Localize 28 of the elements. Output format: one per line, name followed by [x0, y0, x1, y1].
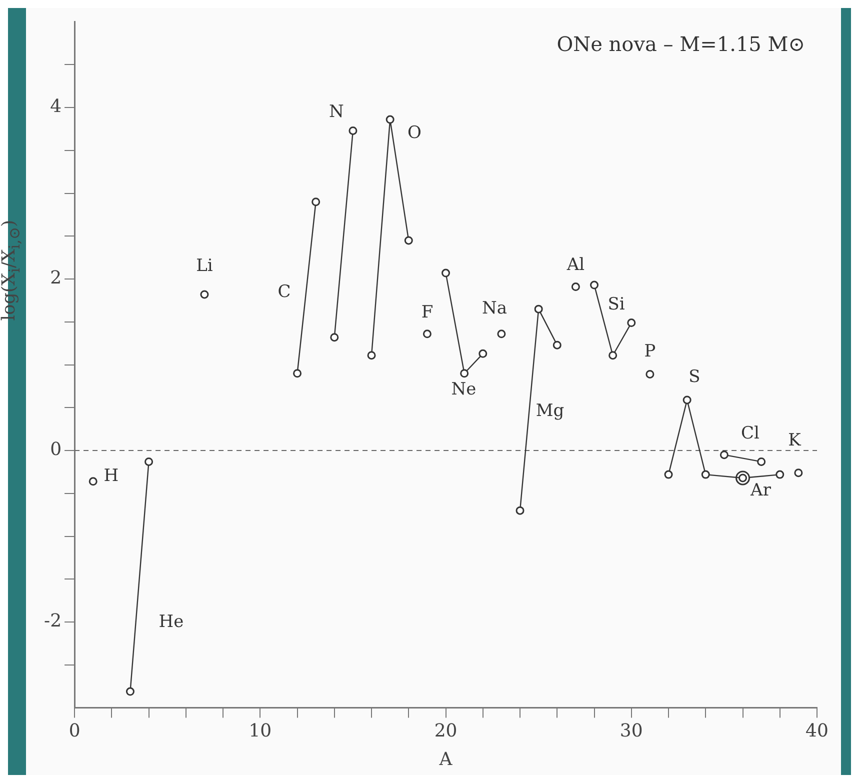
y-tick-label: -2 — [44, 610, 62, 632]
series-label: P — [644, 342, 656, 362]
series-label: C — [278, 282, 291, 302]
x-axis-title: A — [438, 748, 454, 770]
series-label: Li — [196, 256, 214, 276]
series-label: S — [688, 366, 700, 387]
series-label: O — [408, 122, 422, 143]
series-label: Si — [608, 294, 626, 314]
series-label: K — [788, 430, 802, 450]
annotation: ONe nova – M=1.15 M⊙ — [556, 32, 805, 56]
series-label: Mg — [536, 400, 564, 421]
series-label: Cl — [740, 423, 760, 444]
series-label: Al — [566, 255, 585, 276]
x-tick-label: 40 — [806, 720, 828, 742]
series-label: He — [158, 612, 184, 632]
x-tick-label: 10 — [248, 720, 272, 742]
series-label: H — [104, 466, 119, 486]
y-tick-label: 4 — [50, 96, 62, 118]
x-tick-label: 30 — [620, 720, 643, 742]
series-label: Ar — [750, 480, 772, 500]
series-label: F — [421, 302, 434, 322]
x-tick-label: 0 — [68, 720, 80, 742]
series-label: Ne — [451, 379, 476, 400]
y-tick-label: 0 — [50, 439, 62, 460]
series-label: Na — [482, 298, 507, 318]
y-tick-label: 2 — [50, 268, 62, 289]
series-label: N — [328, 102, 344, 122]
x-tick-label: 20 — [434, 720, 458, 742]
